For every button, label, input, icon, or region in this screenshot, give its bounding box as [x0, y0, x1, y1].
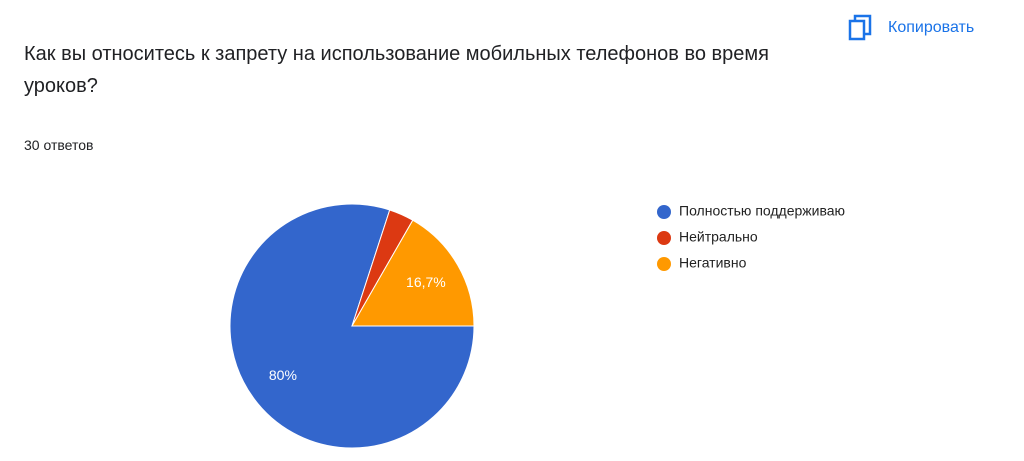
legend-label: Полностью поддерживаю: [679, 203, 845, 219]
copy-label: Копировать: [888, 19, 975, 36]
legend-label: Негативно: [679, 255, 747, 271]
response-count: 30 ответов: [24, 137, 94, 153]
pie-slice: [351, 219, 475, 327]
slice-label: 16,7%: [406, 274, 446, 290]
legend-swatch: [657, 231, 671, 245]
legend-label: Нейтрально: [679, 229, 758, 245]
copy-icon: [848, 14, 872, 41]
legend-swatch: [657, 205, 671, 219]
copy-button[interactable]: Копировать: [848, 14, 974, 42]
question-title: Как вы относитесь к запрету на использов…: [24, 43, 770, 97]
slice-label: 80%: [269, 367, 297, 383]
legend-swatch: [657, 257, 671, 271]
